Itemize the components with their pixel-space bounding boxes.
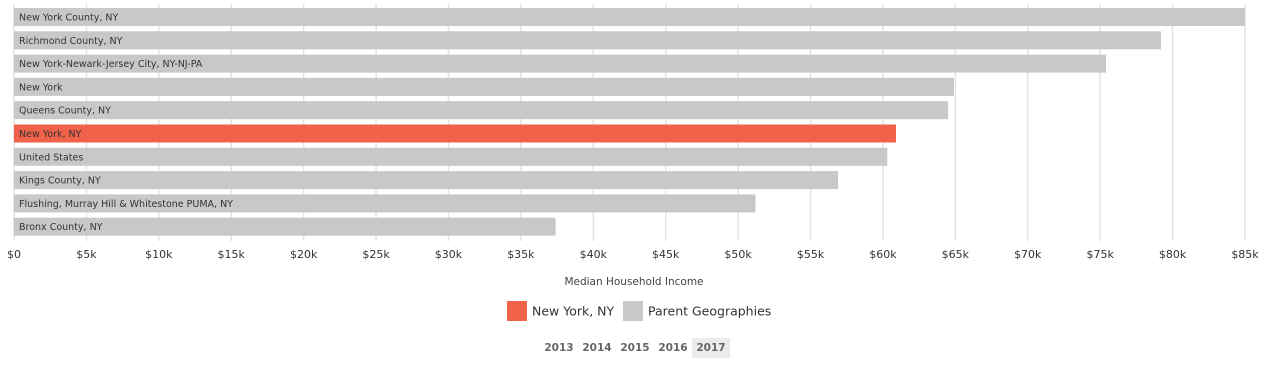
year-option[interactable]: 2016 (658, 342, 687, 354)
x-tick-label: $35k (507, 248, 535, 261)
year-option[interactable]: 2015 (620, 342, 649, 354)
x-tick-label: $70k (1014, 248, 1042, 261)
bar-label: United States (19, 152, 83, 163)
x-tick-label: $40k (580, 248, 608, 261)
x-tick-label: $65k (942, 248, 970, 261)
legend-label: New York, NY (532, 304, 615, 319)
x-tick-label: $10k (145, 248, 173, 261)
bar-label: Bronx County, NY (19, 222, 103, 233)
bar (14, 147, 888, 166)
year-option[interactable]: 2014 (582, 342, 611, 354)
x-tick-label: $80k (1159, 248, 1187, 261)
bar-label: New York (19, 82, 63, 93)
year-highlight (692, 338, 730, 358)
x-tick-label: $15k (218, 248, 246, 261)
bar-label: New York-Newark-Jersey City, NY-NJ-PA (19, 59, 203, 70)
bar (14, 77, 954, 96)
x-tick-label: $0 (7, 248, 21, 261)
x-axis-title: Median Household Income (564, 276, 703, 288)
x-tick-label: $25k (362, 248, 390, 261)
x-tick-label: $85k (1231, 248, 1259, 261)
bar-label: Queens County, NY (19, 106, 111, 117)
x-tick-label: $55k (797, 248, 825, 261)
bar (14, 8, 1245, 26)
x-tick-label: $5k (76, 248, 97, 261)
bar (14, 54, 1106, 73)
x-tick-label: $75k (1086, 248, 1114, 261)
bar (14, 171, 839, 190)
bar (14, 31, 1162, 50)
bar-label: Richmond County, NY (19, 36, 123, 47)
x-tick-label: $20k (290, 248, 318, 261)
x-tick-label: $50k (724, 248, 752, 261)
bar (14, 217, 556, 236)
x-tick-label: $45k (652, 248, 680, 261)
bar (14, 124, 896, 143)
legend-swatch (507, 301, 527, 321)
x-tick-label: $30k (435, 248, 463, 261)
bar-label: New York, NY (19, 129, 82, 140)
year-option[interactable]: 2017 (696, 342, 725, 354)
legend-label: Parent Geographies (648, 304, 771, 319)
bar-label: Kings County, NY (19, 176, 101, 187)
bar (14, 101, 949, 120)
bar-label: New York County, NY (19, 13, 119, 24)
bar-label: Flushing, Murray Hill & Whitestone PUMA,… (19, 199, 233, 210)
year-option[interactable]: 2013 (544, 342, 573, 354)
legend-swatch (623, 301, 643, 321)
x-tick-label: $60k (869, 248, 897, 261)
bar (14, 194, 756, 213)
